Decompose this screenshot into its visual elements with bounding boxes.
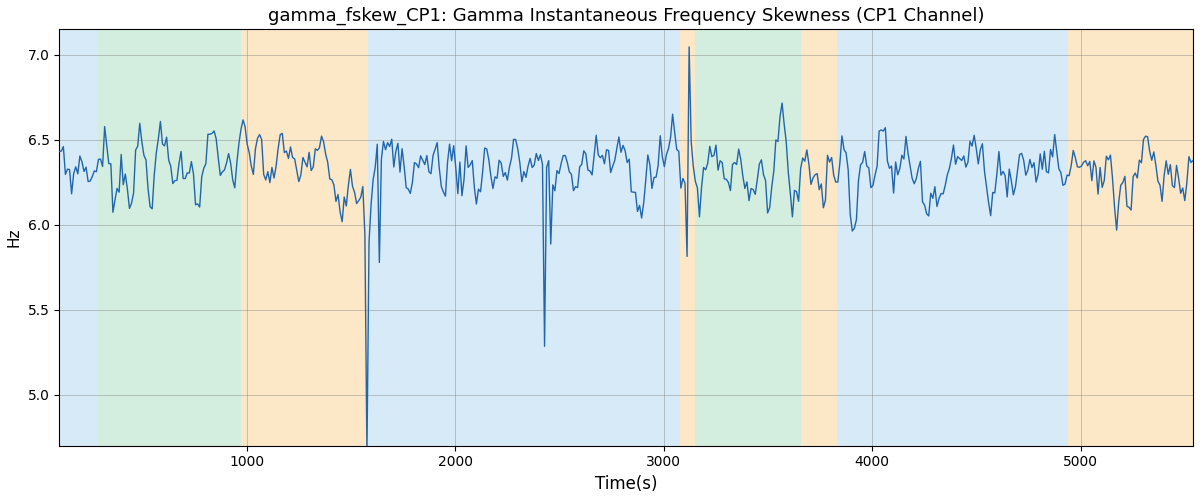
Bar [680, 30, 695, 446]
Title: gamma_fskew_CP1: Gamma Instantaneous Frequency Skewness (CP1 Channel): gamma_fskew_CP1: Gamma Instantaneous Fre… [268, 7, 984, 25]
Bar [695, 30, 802, 446]
Bar [1068, 30, 1193, 446]
Bar [240, 30, 367, 446]
Bar [836, 30, 1068, 446]
Bar [59, 30, 97, 446]
Y-axis label: Hz: Hz [7, 228, 22, 248]
Bar [802, 30, 836, 446]
X-axis label: Time(s): Time(s) [595, 475, 658, 493]
Bar [97, 30, 240, 446]
Bar [367, 30, 680, 446]
